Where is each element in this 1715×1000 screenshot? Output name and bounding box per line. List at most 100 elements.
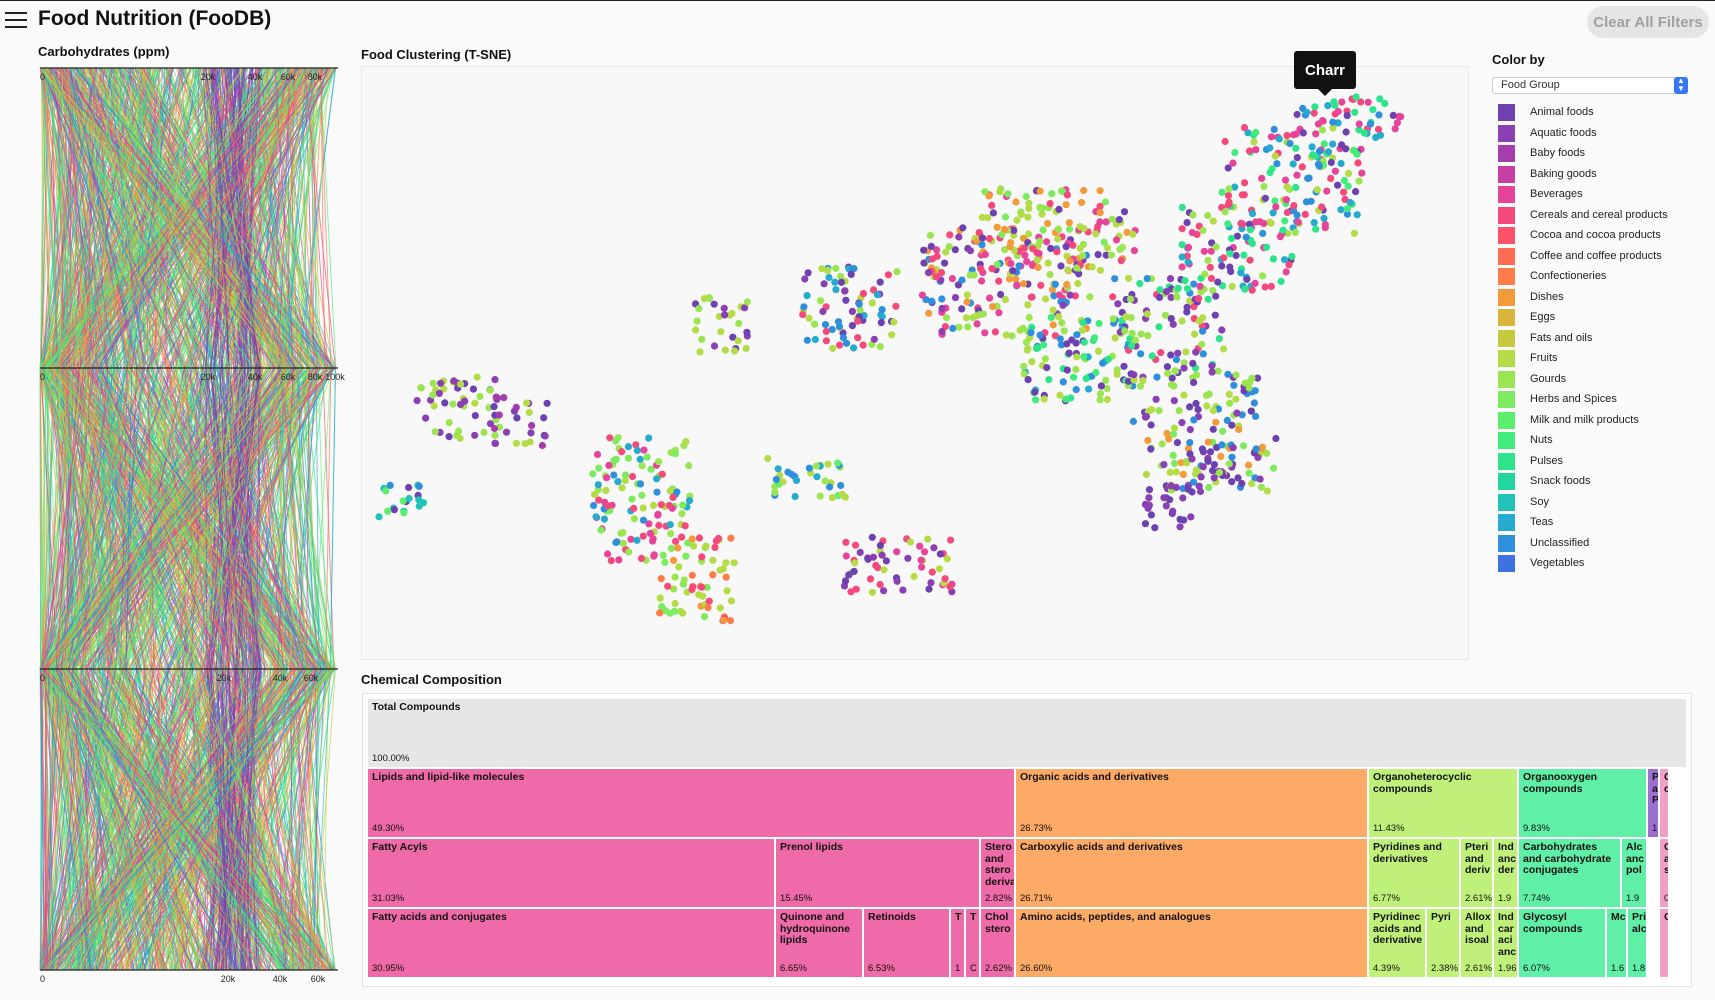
legend-swatch (1498, 432, 1515, 449)
legend-item[interactable]: Vegetables (1498, 555, 1708, 572)
treemap-cell-level2[interactable]: Carboxylic acids and derivatives 26.71% (1015, 838, 1368, 908)
legend-label: Herbs and Spices (1530, 393, 1617, 405)
legend-label: Baking goods (1530, 167, 1597, 180)
legend-item[interactable]: Aquatic foods (1498, 124, 1708, 142)
treemap-title: Chemical Composition (361, 672, 502, 687)
legend-swatch (1498, 288, 1515, 306)
legend-item[interactable]: Confectioneries (1498, 268, 1708, 285)
legend-swatch (1498, 473, 1515, 490)
legend-label: Nuts (1530, 434, 1553, 446)
treemap-cell-label: C a s (1664, 841, 1668, 877)
legend-item[interactable]: Pulses (1498, 452, 1708, 470)
treemap-cell-level2[interactable]: Stero and stero deriva 2.82% (980, 838, 1015, 908)
treemap-cell-label: T (955, 911, 962, 923)
treemap-cell-level1[interactable]: P a P 1. (1647, 768, 1659, 838)
legend-item[interactable]: Coffee and coffee products (1498, 247, 1708, 265)
treemap-cell-level3[interactable]: Pyridinec acids and derivative 4.39% (1368, 908, 1426, 978)
treemap-cell-percent: 26.73% (1020, 823, 1053, 834)
legend-item[interactable]: Fats and oils (1498, 329, 1708, 347)
treemap-cell-label: Mc (1611, 911, 1626, 923)
legend-swatch (1498, 104, 1515, 121)
legend-item[interactable]: Baking goods (1498, 165, 1708, 183)
polyline-group (39, 67, 337, 971)
treemap-cell-level1[interactable]: Lipids and lipid-like molecules 49.30% (367, 768, 1015, 838)
treemap-cell-level2[interactable]: Fatty Acyls 31.03% (367, 838, 775, 908)
treemap-cell-level3[interactable]: Retinoids 6.53% (863, 908, 950, 978)
treemap-cell-label: Alc anc pol (1626, 841, 1645, 876)
legend-swatch (1498, 411, 1515, 429)
legend-label: Teas (1530, 516, 1554, 528)
treemap-cell-label: P a P (1652, 771, 1659, 806)
parallel-coordinates-panel[interactable]: 0 20k 40k 60k 80k 0 20k 40k 60k 80k 100k 0 20k 40k 60k… (28, 60, 348, 990)
legend-item[interactable]: Eggs (1498, 309, 1708, 326)
treemap-cell-level3[interactable]: Ind car aci anc 1.96 (1493, 908, 1518, 978)
treemap-cell-label: Fatty acids and conjugates (372, 911, 507, 923)
treemap-cell-level3[interactable]: Mc 1.6 (1606, 908, 1627, 978)
scatter-points[interactable] (375, 93, 1405, 625)
treemap-cell-level1[interactable]: Organic acids and derivatives 26.73% (1015, 768, 1368, 838)
clear-all-filters-button[interactable]: Clear All Filters (1587, 6, 1709, 38)
treemap-cell-level2[interactable]: Pteri and deriv 2.61% (1460, 838, 1493, 908)
treemap-cell-level2[interactable]: C a s 0 (1659, 838, 1669, 908)
legend-item[interactable]: Herbs and Spices (1498, 391, 1708, 408)
treemap-cell-level2[interactable]: Prenol lipids 15.45% (775, 838, 980, 908)
axis-tick-label: 20k (201, 372, 216, 382)
treemap-cell-level3[interactable]: Fatty acids and conjugates 30.95% (367, 908, 775, 978)
treemap-cell-percent: 2.82% (985, 893, 1012, 904)
treemap-cell-level2[interactable]: Carbohydrates and carbohydrate conjugate… (1518, 838, 1621, 908)
legend-item[interactable]: Teas (1498, 514, 1708, 531)
axis-tick-label: 60k (281, 372, 296, 382)
legend-item[interactable]: Baby foods (1498, 145, 1708, 162)
legend-item[interactable]: Animal foods (1498, 104, 1708, 121)
treemap-cell-percent: 2.62% (985, 963, 1012, 974)
treemap-cell-level1[interactable]: C c (1659, 768, 1669, 838)
treemap-cell-label: Pyri (1431, 911, 1451, 923)
legend-item[interactable]: Beverages (1498, 186, 1708, 203)
legend-swatch (1498, 268, 1515, 285)
legend-item[interactable]: Cocoa and cocoa products (1498, 227, 1708, 244)
treemap-cell-level3[interactable]: Quinone and hydroquinone lipids 6.65% (775, 908, 863, 978)
treemap-cell-level2[interactable]: Pyridines and derivatives 6.77% (1368, 838, 1460, 908)
treemap-cell-label: Allox and isoal (1465, 911, 1491, 946)
treemap-cell-level3[interactable]: Allox and isoal 2.61% (1460, 908, 1493, 978)
legend-item[interactable]: Snack foods (1498, 473, 1708, 490)
treemap-cell-label: Quinone and hydroquinone lipids (780, 911, 850, 946)
tsne-scatter-panel[interactable] (361, 66, 1469, 660)
treemap-cell-percent: 11.43% (1373, 823, 1405, 834)
legend-item[interactable]: Fruits (1498, 350, 1708, 367)
legend-item[interactable]: Dishes (1498, 288, 1708, 306)
legend-label: Baby foods (1530, 147, 1586, 159)
legend-swatch (1498, 452, 1515, 470)
axis-tick-label: 60k (304, 673, 319, 683)
treemap-cell-level2[interactable]: Alc anc pol 1.9 (1621, 838, 1647, 908)
legend-item[interactable]: Gourds (1498, 370, 1708, 388)
treemap-cell-level3[interactable]: Pri alc 1.8 (1627, 908, 1647, 978)
legend-item[interactable]: Cereals and cereal products (1498, 206, 1708, 224)
treemap-cell-level3[interactable]: Amino acids, peptides, and analogues 26.6… (1015, 908, 1368, 978)
treemap-root[interactable]: Total Compounds 100.00% (367, 698, 1687, 768)
treemap-cell-label: Glycosyl compounds (1523, 911, 1583, 935)
treemap-cell-level3[interactable]: Chol stero 2.62% (980, 908, 1015, 978)
treemap-cell-level3[interactable]: Pyri 2.38% (1426, 908, 1460, 978)
treemap-cell-level2[interactable]: Ind anc der 1.9 (1493, 838, 1518, 908)
legend-item[interactable]: Milk and milk products (1498, 411, 1708, 429)
legend-swatch (1498, 534, 1515, 552)
treemap-cell-level1[interactable]: Organooxygen compounds 9.83% (1518, 768, 1647, 838)
color-by-select[interactable]: Food Group ▲ ▼ (1492, 77, 1688, 94)
axis-tick-label: 0 (40, 72, 45, 82)
hamburger-menu-icon[interactable] (5, 12, 27, 30)
treemap-cell-label: Carboxylic acids and derivatives (1020, 841, 1183, 853)
legend-label: Milk and milk products (1530, 413, 1639, 426)
treemap-cell-level1[interactable]: Organoheterocyclic compounds 11.43% (1368, 768, 1518, 838)
tsne-scatter-plot[interactable] (362, 67, 1468, 659)
treemap-cell-percent: 1 (955, 963, 961, 974)
treemap-cell-level3[interactable]: C (1659, 908, 1669, 978)
legend-item[interactable]: Unclassified (1498, 534, 1708, 552)
legend-item[interactable]: Soy (1498, 493, 1708, 511)
axis-tick-label: 0 (40, 372, 45, 382)
legend-item[interactable]: Nuts (1498, 432, 1708, 449)
treemap-cell-level3[interactable]: Glycosyl compounds 6.07% (1518, 908, 1606, 978)
